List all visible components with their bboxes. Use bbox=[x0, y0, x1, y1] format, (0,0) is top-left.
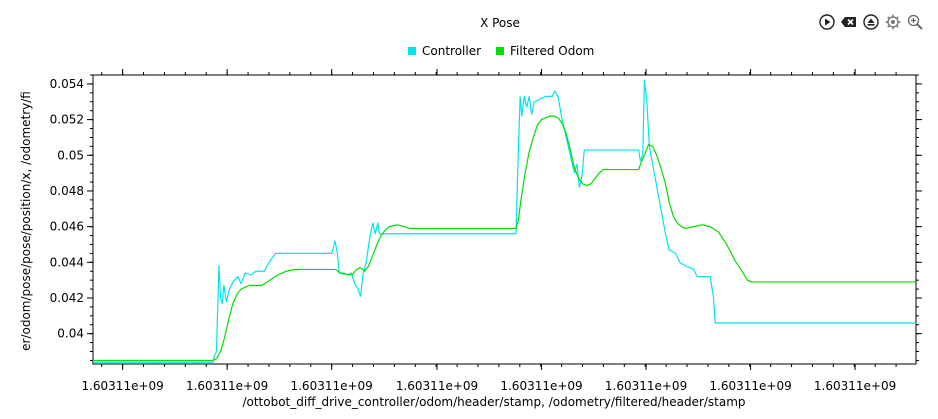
play-icon[interactable] bbox=[818, 13, 836, 31]
y-tick-label: 0.052 bbox=[50, 113, 84, 127]
y-tick-labels: 0.04 0.042 0.044 0.046 0.048 0.05 0.052 0.054 bbox=[50, 77, 84, 341]
x-tick-label: 1.60311e+09 bbox=[814, 379, 896, 393]
y-tick-label: 0.042 bbox=[50, 291, 84, 305]
series-line-2 bbox=[93, 115, 916, 362]
y-tick-label: 0.05 bbox=[57, 148, 84, 162]
x-tick-labels: 1.60311e+09 1.60311e+09 1.60311e+09 1.60311… bbox=[81, 379, 896, 393]
x-axis-label: /ottobot_diff_drive_controller/odom/head… bbox=[242, 395, 745, 409]
y-tick-label: 0.054 bbox=[50, 77, 84, 91]
chart-title: X Pose bbox=[480, 16, 520, 30]
settings-icon[interactable] bbox=[884, 13, 902, 31]
x-tick-label: 1.60311e+09 bbox=[81, 379, 163, 393]
y-tick-label: 0.048 bbox=[50, 184, 84, 198]
eject-icon[interactable] bbox=[862, 13, 880, 31]
legend: Controller Filtered Odom bbox=[408, 44, 594, 58]
legend-label-1: Controller bbox=[422, 44, 481, 58]
y-tick-label: 0.044 bbox=[50, 255, 84, 269]
x-tick-label: 1.60311e+09 bbox=[290, 379, 372, 393]
axis-ticks bbox=[87, 69, 922, 370]
y-tick-label: 0.046 bbox=[50, 220, 84, 234]
plot-frame bbox=[92, 74, 917, 365]
x-tick-label: 1.60311e+09 bbox=[186, 379, 268, 393]
legend-swatch-2 bbox=[496, 47, 504, 55]
zoom-icon[interactable] bbox=[906, 13, 924, 31]
x-tick-label: 1.60311e+09 bbox=[709, 379, 791, 393]
clear-icon[interactable] bbox=[840, 13, 858, 31]
x-tick-label: 1.60311e+09 bbox=[605, 379, 687, 393]
legend-swatch-1 bbox=[408, 47, 416, 55]
y-tick-label: 0.04 bbox=[57, 327, 84, 341]
x-tick-label: 1.60311e+09 bbox=[396, 379, 478, 393]
series-line-1 bbox=[93, 79, 916, 363]
series-layer bbox=[93, 79, 916, 363]
legend-label-2: Filtered Odom bbox=[510, 44, 594, 58]
plot-toolbar bbox=[818, 0, 938, 44]
x-tick-label: 1.60311e+09 bbox=[500, 379, 582, 393]
y-axis-label: er/odom/pose/pose/position/x, /odometry/… bbox=[19, 91, 33, 351]
